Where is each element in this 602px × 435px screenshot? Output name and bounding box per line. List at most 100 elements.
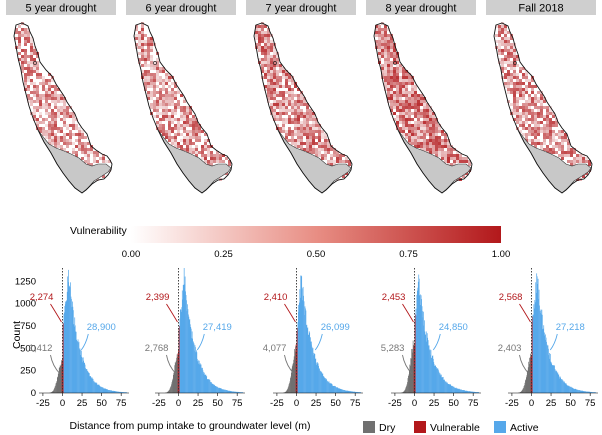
histogram-bar-active bbox=[427, 337, 429, 393]
map-cell bbox=[282, 67, 285, 70]
map-cell bbox=[84, 145, 87, 148]
map-cell bbox=[270, 40, 273, 43]
histogram-bar-active bbox=[575, 389, 577, 393]
histogram-bar-active bbox=[191, 338, 193, 393]
histogram-bar-active bbox=[354, 391, 356, 393]
histogram-bar-active bbox=[443, 380, 445, 393]
map-cell bbox=[264, 37, 267, 40]
map-cell bbox=[327, 148, 330, 151]
histogram-bar-dry bbox=[53, 389, 55, 393]
map-cell bbox=[189, 133, 192, 136]
map-cell bbox=[180, 145, 183, 148]
histogram-bar-active bbox=[350, 391, 352, 393]
map-cell bbox=[162, 85, 165, 88]
histogram-bar-active bbox=[316, 363, 318, 393]
map-cell bbox=[381, 55, 384, 58]
histogram-bar-dry bbox=[173, 372, 175, 393]
map-cell bbox=[75, 154, 78, 157]
map-cell bbox=[525, 100, 528, 103]
map-cell bbox=[348, 163, 351, 166]
histogram-bar-active bbox=[124, 392, 126, 393]
map-cell bbox=[210, 157, 213, 160]
map-cell bbox=[267, 82, 270, 85]
histogram-bar-active bbox=[91, 377, 93, 393]
colorbar-gradient bbox=[131, 226, 501, 243]
map-cell bbox=[390, 55, 393, 58]
histogram-bar-dry bbox=[522, 388, 524, 393]
histogram-panels: -25 0 25 50 750250500750100012502,2741,41228… bbox=[15, 268, 598, 409]
map-cell bbox=[165, 97, 168, 100]
map-cell bbox=[465, 157, 468, 160]
histogram-bar-active bbox=[80, 354, 81, 393]
map-cell bbox=[447, 160, 450, 163]
histogram-bar-active bbox=[447, 383, 449, 393]
map-cell bbox=[192, 127, 195, 130]
map-cell bbox=[525, 127, 528, 130]
map-cell bbox=[510, 91, 513, 94]
histogram-bar-active bbox=[110, 390, 112, 393]
map-cell bbox=[450, 154, 453, 157]
map-cell bbox=[408, 130, 411, 133]
map-cell bbox=[36, 121, 39, 124]
map-cell bbox=[441, 148, 444, 151]
histogram-bar-active bbox=[227, 390, 229, 393]
map-cell bbox=[258, 40, 261, 43]
map-cell bbox=[183, 142, 186, 145]
histogram-bar-active bbox=[108, 390, 109, 393]
histogram-bar-active bbox=[434, 366, 436, 393]
histogram-bar-active bbox=[549, 353, 550, 393]
histogram-bar-vulnerable bbox=[296, 351, 297, 393]
map-cell bbox=[447, 163, 450, 166]
map-cell bbox=[438, 142, 441, 145]
map-cell bbox=[501, 64, 504, 67]
histogram-bar-dry bbox=[176, 357, 178, 393]
map-cell bbox=[96, 154, 99, 157]
histogram-bar-active bbox=[441, 377, 443, 393]
map-cell bbox=[432, 130, 435, 133]
map-cell bbox=[180, 94, 183, 97]
map-cell bbox=[411, 88, 414, 91]
map-cell bbox=[264, 85, 267, 88]
map-cell bbox=[432, 148, 435, 151]
map-cell bbox=[537, 130, 540, 133]
map-cell bbox=[411, 112, 414, 115]
histogram-bar-active bbox=[416, 290, 418, 393]
map-cell bbox=[51, 124, 54, 127]
map-cell bbox=[267, 46, 270, 49]
map-cell bbox=[180, 109, 183, 112]
histogram-bar-active bbox=[205, 376, 207, 393]
histogram-bar-active bbox=[343, 390, 345, 393]
map-cell bbox=[426, 115, 429, 118]
x-tick-label: 25 bbox=[77, 398, 88, 409]
map-cell bbox=[183, 109, 186, 112]
histogram-bar-active bbox=[199, 364, 201, 393]
histogram-bar-active bbox=[350, 391, 351, 393]
map-cell bbox=[186, 121, 189, 124]
map-cell bbox=[447, 151, 450, 154]
histogram-bar-active bbox=[186, 300, 187, 393]
map-cell bbox=[285, 136, 288, 139]
map-cell bbox=[384, 88, 387, 91]
histogram-bar-active bbox=[327, 380, 328, 393]
map-cell bbox=[399, 82, 402, 85]
map-cell bbox=[306, 139, 309, 142]
map-cell bbox=[444, 154, 447, 157]
map-cell bbox=[405, 79, 408, 82]
histogram-bar-active bbox=[97, 384, 99, 393]
map-cell bbox=[501, 28, 504, 31]
histogram-bar-active bbox=[549, 358, 551, 393]
map-cell bbox=[522, 109, 525, 112]
map-cell bbox=[78, 145, 81, 148]
map-cell bbox=[456, 151, 459, 154]
histogram-bar-active bbox=[204, 374, 206, 393]
histogram-bar-active bbox=[329, 383, 331, 393]
map-cell bbox=[546, 121, 549, 124]
map-cell bbox=[57, 88, 60, 91]
map-cell bbox=[153, 115, 156, 118]
map-cell bbox=[276, 76, 279, 79]
map-cell bbox=[561, 142, 564, 145]
map-cell bbox=[519, 85, 522, 88]
map-cell bbox=[150, 91, 153, 94]
map-cell bbox=[531, 121, 534, 124]
map-cell bbox=[387, 55, 390, 58]
